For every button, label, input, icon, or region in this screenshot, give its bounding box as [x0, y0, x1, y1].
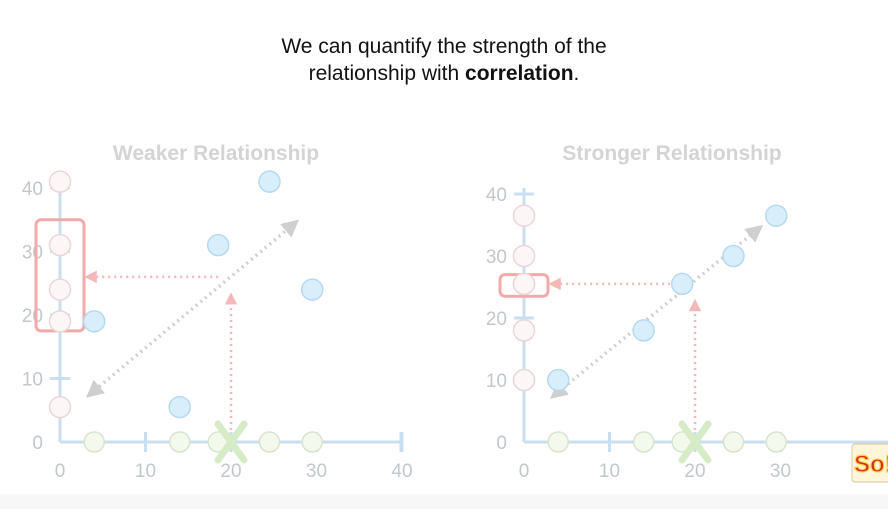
- x-tick-label: 30: [770, 461, 791, 482]
- data-point: [206, 233, 230, 257]
- y-tick-label: 20: [486, 309, 507, 330]
- x-tick-label: 10: [599, 461, 620, 482]
- x-tick-label: 30: [306, 461, 327, 482]
- logo: So!: [850, 442, 888, 484]
- caption-line-2-prefix: relationship with: [308, 62, 466, 85]
- x-tick-label: 0: [519, 461, 530, 482]
- data-point: [764, 204, 788, 227]
- y-projection-point: [48, 310, 72, 333]
- y-tick-label: 40: [486, 185, 507, 206]
- y-tick-label: 0: [32, 433, 43, 454]
- x-projection-point: [258, 431, 281, 453]
- caption-line-1: We can quantify the strength of the: [281, 35, 607, 58]
- y-projection-point: [512, 204, 536, 227]
- caption-line-2: relationship with correlation.: [0, 60, 888, 87]
- x-projection-point: [632, 431, 655, 453]
- y-projection-point: [512, 319, 536, 342]
- y-projection-point: [512, 272, 536, 296]
- data-point: [82, 310, 106, 333]
- plot-title: Stronger Relationship: [562, 142, 781, 165]
- x-tick-label: 10: [135, 461, 156, 482]
- caption-keyword: correlation: [465, 62, 574, 85]
- caption-line-2-suffix: .: [573, 62, 580, 85]
- y-projection-point: [512, 368, 536, 392]
- x-tick-label: 20: [684, 461, 705, 482]
- y-tick-label: 0: [496, 433, 507, 454]
- data-point: [258, 170, 281, 193]
- x-projection-point: [547, 431, 569, 453]
- trend-arrow: [549, 224, 764, 399]
- scatter-plot-1: Weaker Relationship 0 10 20 30 40 0 10 20 30 40: [22, 142, 413, 482]
- x-marker-stroke: [214, 420, 248, 464]
- y-tick-label: 10: [486, 371, 507, 392]
- trend-arrow: [85, 219, 300, 398]
- scatter-plot-2: Stronger Relationship 0 10 20 30 0 10 20 30 40: [486, 142, 888, 482]
- data-point: [632, 319, 655, 342]
- x-projection-point: [168, 431, 191, 453]
- data-point: [722, 244, 745, 268]
- data-point: [300, 278, 324, 301]
- data-point: [546, 368, 570, 392]
- x-tick-label: 0: [55, 461, 66, 482]
- data-point: [670, 272, 694, 296]
- x-tick-label: 40: [391, 461, 412, 482]
- y-tick-label: 20: [22, 306, 43, 327]
- y-projection-point: [48, 278, 72, 301]
- x-projection-point: [722, 431, 745, 453]
- slide: We can quantify the strength of the rela…: [0, 35, 888, 484]
- y-projection-point: [48, 233, 72, 257]
- x-projection-point: [765, 431, 787, 453]
- plot-title: Weaker Relationship: [113, 142, 319, 165]
- y-projection-point: [48, 170, 72, 193]
- y-projection-point: [512, 244, 536, 268]
- logo-text: So!: [854, 451, 888, 478]
- logo-graphic: So!: [851, 443, 888, 483]
- y-tick-label: 40: [22, 179, 43, 200]
- y-tick-label: 30: [486, 247, 507, 268]
- x-projection-point: [301, 431, 323, 453]
- y-projection-point: [48, 395, 72, 419]
- y-tick-label: 10: [22, 370, 43, 391]
- x-marker-stroke: [678, 420, 712, 464]
- y-tick-label: 30: [22, 243, 43, 264]
- data-point: [168, 395, 191, 419]
- x-projection-point: [83, 431, 105, 453]
- x-tick-label: 20: [220, 461, 241, 482]
